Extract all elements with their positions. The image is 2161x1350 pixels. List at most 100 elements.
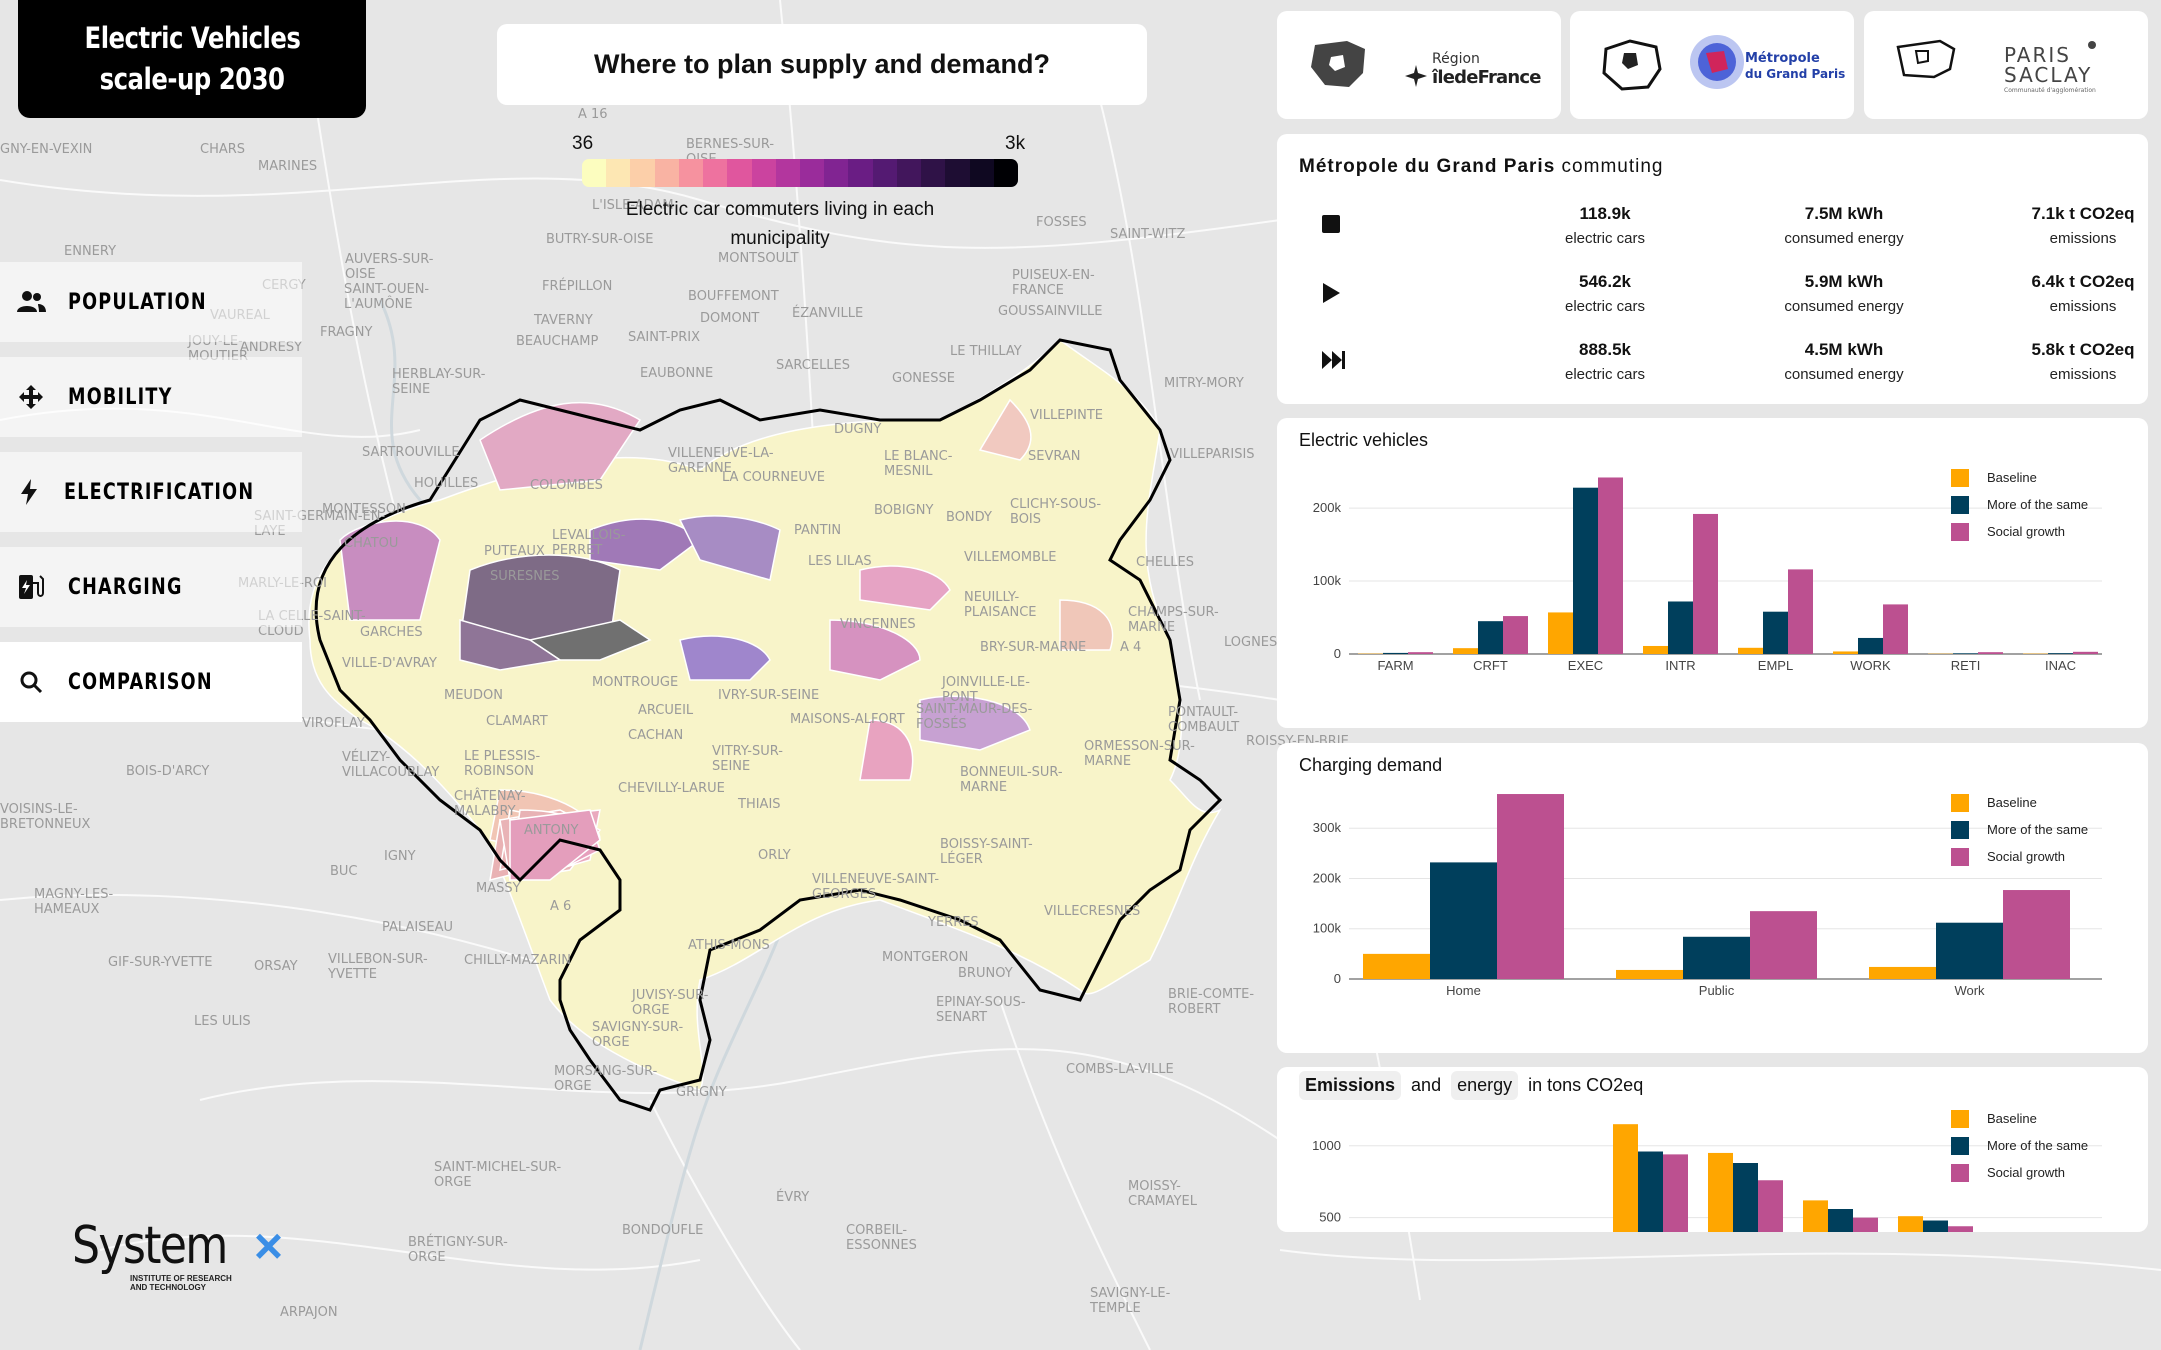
stat-cars: 546.2k [1579, 272, 1631, 291]
place-label: FRÉPILLON [542, 278, 612, 294]
logo-card-metropole[interactable]: Métropole du Grand Paris [1570, 11, 1854, 119]
place-label: MONTROUGE [592, 675, 678, 690]
place-label: ENNERY [64, 244, 116, 259]
legend-color-step [654, 159, 679, 187]
stat-row-social-growth[interactable]: 888.5k electric cars 4.5M kWh consumed ene… [1277, 340, 2148, 400]
y-tick-label: 0 [1334, 646, 1341, 661]
place-label: JOINVILLE-LE-PONT [941, 675, 1030, 705]
place-label: VILLEPARISIS [1170, 447, 1255, 462]
stat-emissions: 5.8k t CO2eq [2031, 340, 2135, 359]
bar [1638, 1151, 1663, 1232]
y-tick-label: 200k [1313, 500, 1342, 515]
nav-item-mobility[interactable]: MOBILITY [0, 357, 302, 437]
energy-toggle[interactable]: energy [1451, 1071, 1519, 1100]
place-label: SAINT-PRIX [628, 330, 700, 345]
legend-item-baseline[interactable]: Baseline [1951, 789, 2141, 816]
place-label: BOIS-D'ARCY [126, 764, 209, 779]
systemx-x-mark: × [253, 1218, 284, 1274]
bar [1978, 652, 2003, 654]
saclay-logo-line2: SACLAY [2004, 63, 2093, 87]
y-tick-label: 100k [1313, 573, 1342, 588]
nav-item-population[interactable]: POPULATION [0, 262, 302, 342]
place-label: BONDOUFLE [622, 1223, 703, 1238]
logo-card-saclay[interactable]: PARIS SACLAY Communauté d'agglomération [1864, 11, 2148, 119]
legend-item-social-growth[interactable]: Social growth [1951, 518, 2141, 545]
place-label: CHARS [200, 142, 245, 157]
bar [1708, 1152, 1733, 1232]
nav-item-comparison[interactable]: COMPARISON [0, 642, 302, 722]
place-label: MORSANG-SUR-ORGE [554, 1064, 658, 1094]
nav-label-electrification: ELECTRIFICATION [64, 479, 255, 505]
stat-emissions-label: emissions [2049, 298, 2117, 315]
x-tick-label: WORK [1850, 658, 1891, 673]
place-label: LOGNES [1224, 635, 1277, 650]
place-label: VILLEPINTE [1030, 408, 1103, 423]
place-label: JUVISY-SUR-ORGE [631, 988, 709, 1018]
bar [1869, 966, 1936, 979]
question-text: Where to plan supply and demand? [593, 49, 1051, 79]
bar [1663, 1154, 1688, 1232]
stat-energy: 4.5M kWh [1804, 340, 1884, 359]
place-label: CLICHY-SOUS-BOIS [1010, 497, 1101, 527]
emissions-chart-legend: Baseline More of the same Social growth [1951, 1105, 2141, 1186]
bar [1598, 477, 1623, 654]
bar [1738, 647, 1763, 654]
place-label: CHEVILLY-LARUE [618, 781, 725, 796]
nav-label-comparison: COMPARISON [68, 669, 213, 695]
place-label: A 6 [550, 899, 571, 914]
place-label: L'ISLE-ADAM [592, 198, 674, 213]
place-label: MONTGERON [882, 950, 968, 965]
sparkle-icon [1405, 65, 1427, 87]
bar [1833, 651, 1858, 654]
place-label: VILLEBON-SUR-YVETTE [327, 952, 428, 982]
legend-swatch [1951, 522, 1969, 541]
nav-item-electrification[interactable]: ELECTRIFICATION [0, 452, 302, 532]
legend-item-social-growth[interactable]: Social growth [1951, 1159, 2141, 1186]
bar [1643, 645, 1668, 654]
bar [1828, 1209, 1853, 1232]
place-label: BOBIGNY [874, 503, 933, 518]
legend-item-social-growth[interactable]: Social growth [1951, 843, 2141, 870]
x-tick-label: EXEC [1568, 658, 1603, 673]
place-label: IVRY-SUR-SEINE [718, 688, 819, 703]
place-label: VÉLIZY-VILLACOUBLAY [342, 749, 439, 780]
bar [1923, 1220, 1948, 1232]
bar [1733, 1163, 1758, 1232]
commuting-card: Métropole du Grand Paris commuting 118.9… [1277, 134, 2148, 404]
metropole-map-icon [1602, 39, 1662, 91]
place-label: PONTAULT-COMBAULT [1168, 705, 1239, 735]
bar [1803, 1200, 1828, 1232]
legend-min-label: 36 [572, 133, 594, 154]
bar [2048, 653, 2073, 654]
stat-energy-label: consumed energy [1784, 366, 1904, 383]
place-label: VITRY-SUR-SEINE [712, 744, 783, 774]
legend-item-more-of-the-same[interactable]: More of the same [1951, 491, 2141, 518]
systemx-tagline: INSTITUTE OF RESEARCH AND TECHNOLOGY [130, 1274, 232, 1292]
nav-item-charging[interactable]: CHARGING [0, 547, 302, 627]
legend-color-step [751, 159, 776, 187]
bar [1383, 652, 1408, 654]
legend-label: Baseline [1987, 470, 2037, 485]
place-label: MEUDON [444, 688, 503, 703]
stop-icon [1322, 215, 1340, 233]
place-label: PANTIN [794, 523, 841, 538]
place-label: MARINES [258, 159, 317, 174]
nav-label-charging: CHARGING [68, 574, 183, 600]
play-icon [1323, 283, 1340, 303]
legend-item-baseline[interactable]: Baseline [1951, 464, 2141, 491]
legend-item-baseline[interactable]: Baseline [1951, 1105, 2141, 1132]
stat-energy: 5.9M kWh [1804, 272, 1884, 291]
legend-color-step [703, 159, 728, 187]
stat-row-more-of-same[interactable]: 546.2k electric cars 5.9M kWh consumed ene… [1277, 272, 2148, 332]
place-label: ARCUEIL [638, 703, 694, 718]
legend-item-more-of-the-same[interactable]: More of the same [1951, 1132, 2141, 1159]
logo-card-region[interactable]: Région îledeFrance [1277, 11, 1561, 119]
stat-energy: 7.5M kWh [1804, 204, 1884, 223]
stat-row-baseline[interactable]: 118.9k electric cars 7.5M kWh consumed ene… [1277, 204, 2148, 264]
legend-item-more-of-the-same[interactable]: More of the same [1951, 816, 2141, 843]
emissions-toggle[interactable]: Emissions [1299, 1071, 1402, 1100]
legend-color-step [896, 159, 922, 187]
sidebar-nav: POPULATION MOBILITY ELECTRIFICATION CHAR… [0, 262, 302, 737]
x-tick-label: INAC [2045, 658, 2076, 673]
bar [1883, 604, 1908, 654]
